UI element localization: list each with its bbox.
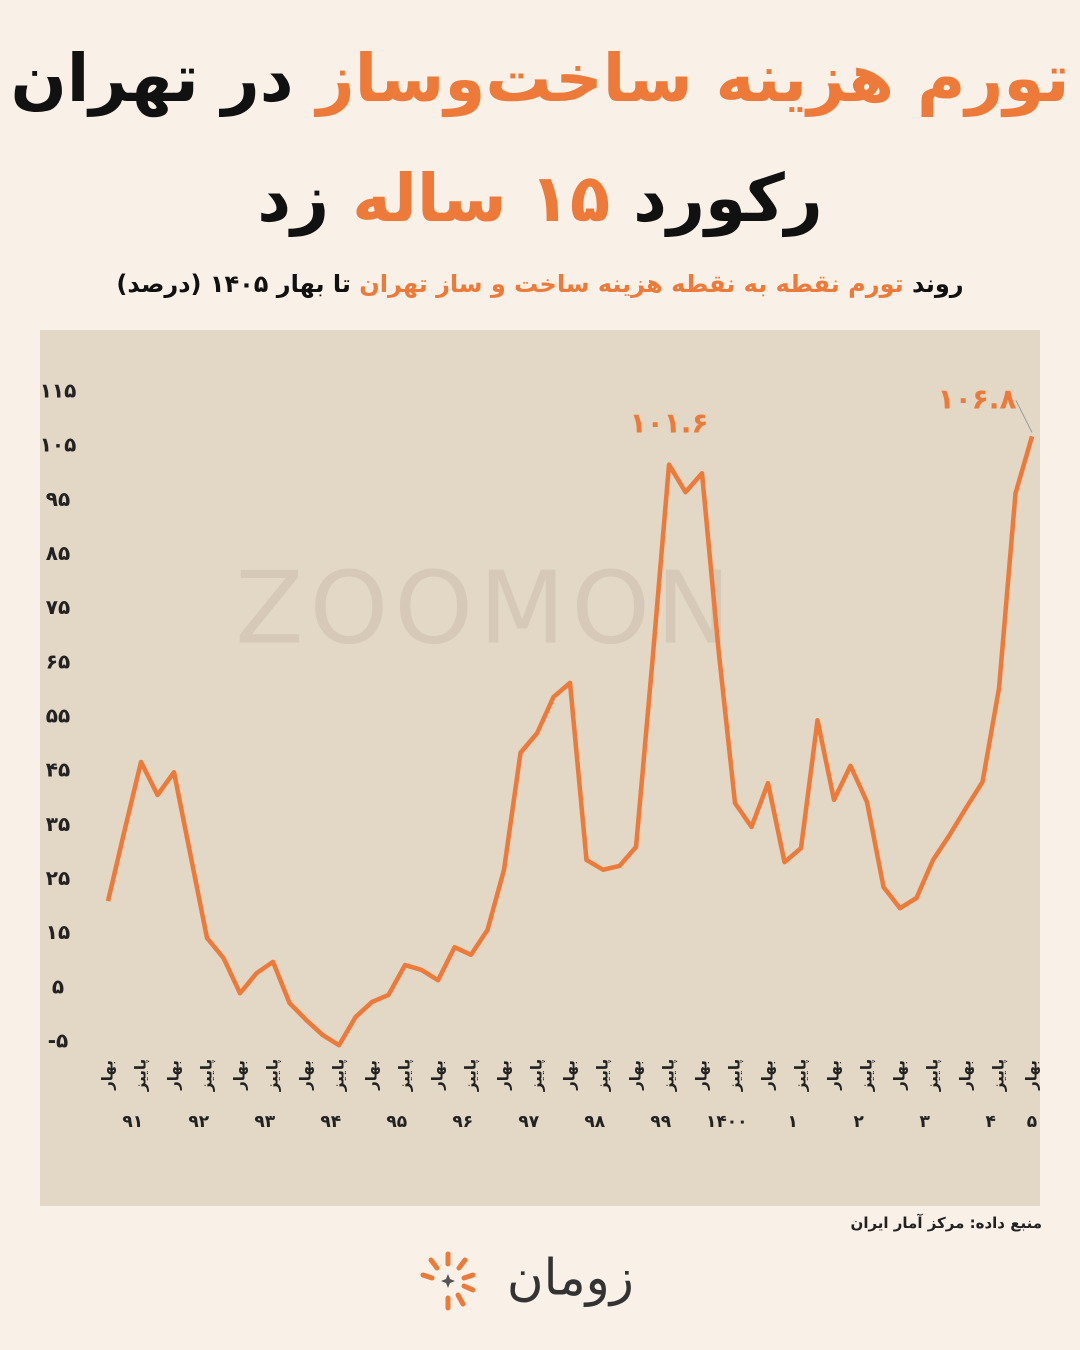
title-line: رکورد ۱۵ ساله زد — [0, 160, 1080, 237]
x-tick-label: بهار — [429, 1060, 447, 1091]
x-tick-label: پاییز — [462, 1059, 481, 1092]
y-tick-label: ۸۵ — [46, 541, 70, 565]
subtitle-part: تا بهار ۱۴۰۵ (درصد) — [116, 270, 351, 298]
y-tick-label: ۱۰۵ — [40, 433, 77, 457]
source: منبع داده: مرکز آمار ایران — [850, 1214, 1042, 1232]
x-tick-label: بهار — [297, 1060, 315, 1091]
x-tick-label: بهار — [693, 1060, 711, 1091]
x-tick-label: بهار — [825, 1060, 843, 1091]
x-tick-label: بهار — [495, 1060, 513, 1091]
watermark: ZOOMON — [235, 549, 737, 666]
x-tick-label: پاییز — [990, 1059, 1009, 1092]
x-tick-label: پاییز — [594, 1059, 613, 1092]
y-tick-label: ۳۵ — [46, 812, 70, 836]
x-tick-label: بهار — [891, 1060, 909, 1091]
leader-line — [1015, 400, 1033, 433]
year-label: ۹۴ — [320, 1112, 341, 1132]
year-label: ۹۱ — [122, 1112, 143, 1132]
year-label: ۱ — [788, 1112, 798, 1132]
logo-icon — [420, 1251, 476, 1311]
x-tick-label: بهار — [759, 1060, 777, 1091]
y-tick-label: ۴۵ — [46, 758, 70, 782]
y-tick-label: ۶۵ — [46, 649, 70, 673]
y-tick-label: ۱۱۵ — [40, 379, 77, 403]
year-label: ۵ — [1027, 1112, 1037, 1132]
y-tick-label: ۹۵ — [46, 487, 70, 511]
x-tick-label: پاییز — [264, 1059, 283, 1092]
title-part: در تهران — [10, 40, 294, 117]
y-tick-label: ۷۵ — [46, 595, 70, 619]
year-label: ۲ — [854, 1112, 865, 1132]
title-line: تورم هزینه ساخت‌وساز در تهران — [0, 40, 1080, 117]
y-tick-label: ۵۵ — [46, 704, 70, 728]
y-tick-label: ۱۵ — [46, 920, 70, 944]
title-part: زد — [257, 160, 330, 237]
x-tick-label: پاییز — [858, 1059, 877, 1092]
x-tick-label: بهار — [363, 1060, 381, 1091]
logo: زومان — [415, 1248, 634, 1314]
year-label: ۹۹ — [650, 1112, 671, 1132]
value-label: ۱۰۶.۸ — [938, 382, 1017, 415]
subtitle: روند تورم نقطه به نقطه هزینه ساخت و ساز … — [0, 270, 1080, 298]
year-label: ۹۷ — [518, 1112, 539, 1132]
x-tick-label: پاییز — [132, 1059, 151, 1092]
x-tick-label: پاییز — [726, 1059, 745, 1092]
year-label: ۴ — [986, 1112, 996, 1132]
line — [105, 435, 1035, 1048]
logo-text: زومان — [506, 1248, 634, 1307]
year-label: ۹۵ — [386, 1112, 407, 1132]
x-tick-label: بهار — [99, 1060, 117, 1091]
y-tick-label: -۵ — [48, 1029, 69, 1053]
x-tick-label: پاییز — [660, 1059, 679, 1092]
year-label: ۹۶ — [452, 1112, 473, 1132]
x-tick-label: بهار — [957, 1060, 975, 1091]
year-label: ۹۳ — [254, 1112, 275, 1132]
title-part: تورم هزینه ساخت‌وساز — [316, 40, 1070, 117]
x-tick-label: بهار — [627, 1060, 645, 1091]
x-tick-label: بهار — [1023, 1060, 1041, 1091]
x-tick-label: پاییز — [792, 1059, 811, 1092]
y-tick-label: ۲۵ — [46, 866, 70, 890]
x-tick-label: پاییز — [198, 1059, 217, 1092]
plot-area — [40, 330, 1040, 1206]
year-label: ۳ — [920, 1112, 931, 1132]
year-label: ۹۸ — [584, 1112, 605, 1132]
x-tick-label: بهار — [231, 1060, 249, 1091]
title-part: رکورد — [633, 160, 823, 237]
x-tick-label: پاییز — [396, 1059, 415, 1092]
x-tick-label: پاییز — [924, 1059, 943, 1092]
subtitle-part: روند — [912, 270, 964, 298]
x-tick-label: بهار — [165, 1060, 183, 1091]
title-part: ۱۵ ساله — [352, 160, 611, 237]
subtitle-part: تورم نقطه به نقطه هزینه ساخت و ساز تهران — [359, 270, 904, 298]
year-label: ۹۲ — [188, 1112, 209, 1132]
year-label: ۱۴۰۰ — [706, 1112, 748, 1132]
value-label: ۱۰۱.۶ — [630, 407, 709, 440]
x-tick-label: پاییز — [330, 1059, 349, 1092]
x-tick-label: پاییز — [528, 1059, 547, 1092]
y-tick-label: ۵ — [52, 974, 64, 998]
x-tick-label: بهار — [561, 1060, 579, 1091]
